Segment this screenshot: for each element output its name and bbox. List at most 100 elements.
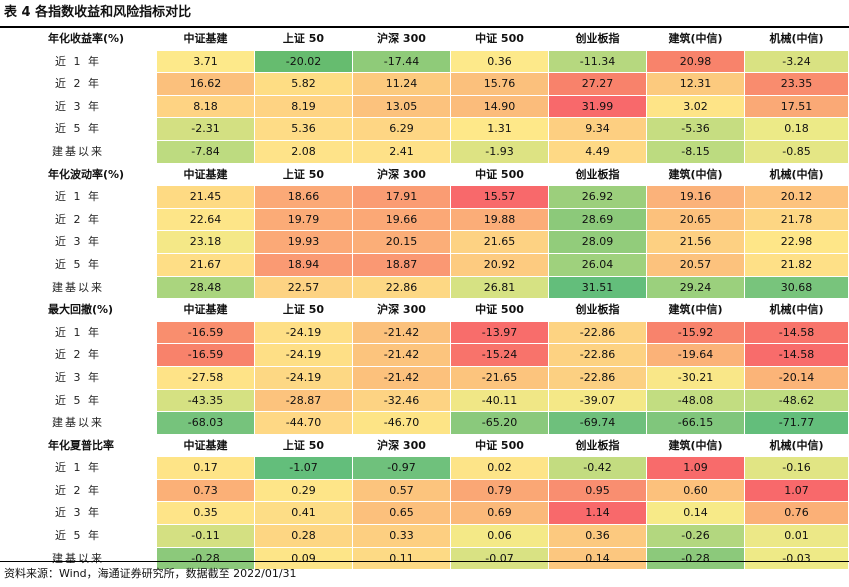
value-cell: 0.01 [745,525,849,548]
value-cell: 3.71 [157,50,255,74]
value-cell: -40.11 [451,389,549,413]
column-header: 创业板指 [549,28,647,51]
table-row: 建基以来 -7.84 2.08 2.41 -1.93 4.49 -8.15 -0.85 [0,140,849,164]
value-cell: 22.64 [157,208,255,232]
value-cell: -44.70 [255,412,353,435]
row-label: 近 2 年 [0,479,157,503]
table-row: 近 1 年 0.17 -1.07 -0.97 0.02 -0.42 1.09 -0.16 [0,457,849,480]
value-cell: 1.09 [647,457,745,480]
top-rule [0,26,849,28]
value-cell: 5.36 [255,118,353,141]
value-cell: -39.07 [549,389,647,413]
column-header: 上证 50 [255,163,353,187]
row-label: 建基以来 [0,140,157,164]
table-row: 建基以来 -0.28 0.09 0.11 -0.07 0.14 -0.28 -0.03 [0,547,849,571]
column-header: 沪深 300 [353,299,451,322]
value-cell: 0.76 [745,502,849,526]
value-cell: 8.18 [157,95,255,119]
row-label: 近 1 年 [0,50,157,74]
column-header: 建筑(中信) [647,163,745,187]
section-header-row: 年化夏普比率 中证基建 上证 50 沪深 300 中证 500 创业板指 建筑(中信) 机械(… [0,434,849,458]
value-cell: -46.70 [353,412,451,435]
value-cell: -19.64 [647,344,745,367]
value-cell: 3.02 [647,95,745,119]
table-row: 近 5 年 21.67 18.94 18.87 20.92 26.04 20.57 21.82 [0,253,849,277]
value-cell: -30.21 [647,366,745,390]
column-header: 建筑(中信) [647,28,745,51]
value-cell: -1.07 [255,457,353,480]
column-header: 中证 500 [451,299,549,322]
row-label: 建基以来 [0,412,157,435]
value-cell: 15.57 [451,186,549,209]
value-cell: 21.82 [745,253,849,277]
row-label: 近 3 年 [0,231,157,254]
value-cell: 0.02 [451,457,549,480]
value-cell: 0.33 [353,525,451,548]
value-cell: -2.31 [157,118,255,141]
value-cell: -0.03 [745,547,849,571]
column-header: 创业板指 [549,163,647,187]
table-row: 建基以来 28.48 22.57 22.86 26.81 31.51 29.24 30.68 [0,276,849,300]
value-cell: -65.20 [451,412,549,435]
value-cell: -21.65 [451,366,549,390]
value-cell: -21.42 [353,321,451,345]
table-title: 表 4 各指数收益和风险指标对比 [4,5,192,20]
column-header: 中证 500 [451,163,549,187]
value-cell: -15.24 [451,344,549,367]
value-cell: 0.36 [451,50,549,74]
value-cell: 0.79 [451,479,549,503]
column-header: 中证基建 [157,434,255,458]
value-cell: 28.48 [157,276,255,300]
table-row: 近 5 年 -43.35 -28.87 -32.46 -40.11 -39.07 -48.0… [0,389,849,413]
table-row: 近 2 年 16.62 5.82 11.24 15.76 27.27 12.31 23.35 [0,73,849,96]
section-header-row: 年化收益率(%) 中证基建 上证 50 沪深 300 中证 500 创业板指 建筑(中信) 机… [0,28,849,51]
column-header: 上证 50 [255,434,353,458]
table-row: 建基以来 -68.03 -44.70 -46.70 -65.20 -69.74 -66.15… [0,412,849,435]
row-label: 近 5 年 [0,118,157,141]
value-cell: 21.45 [157,186,255,209]
column-header: 中证 500 [451,434,549,458]
table-row: 近 2 年 22.64 19.79 19.66 19.88 28.69 20.65 21.78 [0,208,849,232]
value-cell: 18.66 [255,186,353,209]
value-cell: 0.11 [353,547,451,571]
value-cell: -0.16 [745,457,849,480]
value-cell: -20.14 [745,366,849,390]
row-label: 近 5 年 [0,525,157,548]
column-header: 沪深 300 [353,163,451,187]
section-header-row: 最大回撤(%) 中证基建 上证 50 沪深 300 中证 500 创业板指 建筑(中信) 机械… [0,299,849,322]
table-row: 近 5 年 -2.31 5.36 6.29 1.31 9.34 -5.36 0.18 [0,118,849,141]
column-header: 上证 50 [255,28,353,51]
value-cell: 1.14 [549,502,647,526]
value-cell: 22.98 [745,231,849,254]
value-cell: -14.58 [745,344,849,367]
row-label: 近 5 年 [0,253,157,277]
table-row: 近 3 年 23.18 19.93 20.15 21.65 28.09 21.56 22.98 [0,231,849,254]
column-header: 机械(中信) [745,299,849,322]
value-cell: -21.42 [353,366,451,390]
column-header: 机械(中信) [745,28,849,51]
column-header: 创业板指 [549,299,647,322]
column-header: 机械(中信) [745,163,849,187]
table-row: 近 2 年 0.73 0.29 0.57 0.79 0.95 0.60 1.07 [0,479,849,503]
value-cell: 23.18 [157,231,255,254]
value-cell: 1.31 [451,118,549,141]
column-header: 上证 50 [255,299,353,322]
value-cell: -3.24 [745,50,849,74]
value-cell: 0.65 [353,502,451,526]
value-cell: 0.57 [353,479,451,503]
row-label: 近 3 年 [0,95,157,119]
value-cell: -71.77 [745,412,849,435]
value-cell: -16.59 [157,344,255,367]
value-cell: 28.69 [549,208,647,232]
value-cell: -48.08 [647,389,745,413]
value-cell: 8.19 [255,95,353,119]
value-cell: -22.86 [549,321,647,345]
value-cell: 6.29 [353,118,451,141]
section-title: 年化收益率(%) [0,28,157,51]
value-cell: -14.58 [745,321,849,345]
value-cell: 28.09 [549,231,647,254]
column-header: 中证基建 [157,299,255,322]
column-header: 中证基建 [157,28,255,51]
value-cell: -0.11 [157,525,255,548]
value-cell: 22.86 [353,276,451,300]
